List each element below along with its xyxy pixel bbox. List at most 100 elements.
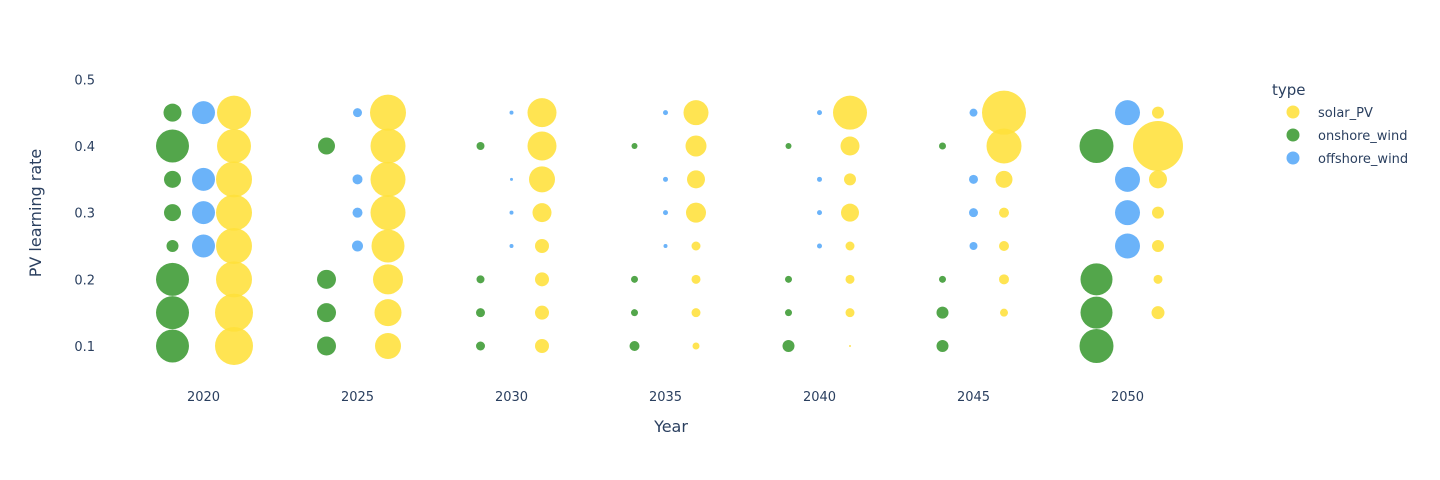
bubble-onshore-wind-2040-0.4[interactable] (785, 142, 792, 149)
bubble-solar-PV-2020-0.2[interactable] (216, 261, 252, 298)
bubble-solar-PV-2030-0.35[interactable] (529, 166, 555, 193)
bubble-onshore-wind-2030-0.15[interactable] (476, 308, 485, 318)
bubble-offshore-wind-2020-0.35[interactable] (192, 167, 215, 191)
bubble-onshore-wind-2020-0.35[interactable] (164, 170, 181, 188)
bubble-solar-PV-2045-0.45[interactable] (982, 90, 1026, 135)
bubble-offshore-wind-2030-0.3[interactable] (509, 210, 514, 215)
bubble-solar-PV-2035-0.35[interactable] (687, 170, 705, 189)
bubble-offshore-wind-2035-0.45[interactable] (663, 110, 668, 116)
bubble-solar-PV-2050-0.25[interactable] (1152, 239, 1164, 252)
bubble-solar-PV-2035-0.15[interactable] (691, 308, 701, 318)
bubble-solar-PV-2020-0.45[interactable] (217, 95, 251, 130)
legend-title[interactable]: type (1272, 81, 1306, 99)
bubble-solar-PV-2025-0.2[interactable] (373, 264, 403, 295)
bubble-offshore-wind-2050-0.45[interactable] (1115, 100, 1140, 126)
bubble-solar-PV-2030-0.45[interactable] (527, 98, 557, 128)
legend-item-solar-PV[interactable]: solar_PV (1286, 105, 1373, 122)
bubble-solar-PV-2025-0.4[interactable] (370, 128, 406, 164)
bubble-solar-PV-2025-0.3[interactable] (370, 195, 406, 231)
bubble-offshore-wind-2035-0.25[interactable] (663, 243, 668, 248)
bubble-onshore-wind-2035-0.2[interactable] (631, 275, 638, 283)
bubble-offshore-wind-2030-0.45[interactable] (509, 110, 514, 115)
bubble-solar-PV-2025-0.35[interactable] (370, 161, 406, 197)
bubble-offshore-wind-2020-0.45[interactable] (192, 101, 215, 125)
bubble-offshore-wind-2025-0.3[interactable] (352, 207, 363, 218)
bubble-solar-PV-2020-0.15[interactable] (215, 293, 253, 332)
bubble-solar-PV-2035-0.2[interactable] (691, 274, 701, 284)
bubble-onshore-wind-2050-0.2[interactable] (1080, 263, 1113, 296)
bubble-offshore-wind-2050-0.25[interactable] (1115, 233, 1140, 259)
bubble-solar-PV-2025-0.25[interactable] (371, 229, 405, 263)
bubble-solar-PV-2035-0.3[interactable] (686, 202, 706, 223)
bubble-solar-PV-2050-0.3[interactable] (1152, 206, 1164, 219)
bubble-solar-PV-2050-0.2[interactable] (1153, 274, 1163, 284)
bubble-onshore-wind-2025-0.15[interactable] (317, 303, 336, 323)
bubble-solar-PV-2045-0.3[interactable] (999, 207, 1009, 218)
bubble-onshore-wind-2035-0.1[interactable] (629, 341, 640, 351)
bubble-offshore-wind-2045-0.3[interactable] (969, 208, 978, 218)
bubble-onshore-wind-2040-0.15[interactable] (785, 309, 792, 317)
bubble-onshore-wind-2025-0.4[interactable] (318, 137, 335, 155)
bubble-onshore-wind-2045-0.1[interactable] (936, 340, 949, 352)
bubble-onshore-wind-2020-0.1[interactable] (156, 329, 189, 363)
bubble-solar-PV-2040-0.15[interactable] (845, 308, 855, 318)
bubble-solar-PV-2040-0.4[interactable] (840, 136, 860, 156)
bubble-solar-PV-2045-0.2[interactable] (999, 274, 1009, 285)
bubble-offshore-wind-2020-0.3[interactable] (192, 201, 215, 225)
bubble-solar-PV-2045-0.15[interactable] (1000, 308, 1008, 317)
bubble-solar-PV-2025-0.45[interactable] (370, 94, 406, 131)
bubble-onshore-wind-2030-0.1[interactable] (476, 341, 485, 351)
bubble-solar-PV-2040-0.2[interactable] (845, 274, 855, 284)
bubble-solar-PV-2040-0.45[interactable] (833, 95, 867, 130)
bubble-onshore-wind-2035-0.15[interactable] (631, 309, 638, 317)
bubble-offshore-wind-2035-0.3[interactable] (663, 210, 668, 216)
bubble-offshore-wind-2040-0.3[interactable] (817, 210, 822, 216)
bubble-solar-PV-2030-0.4[interactable] (527, 131, 557, 161)
bubble-onshore-wind-2045-0.2[interactable] (939, 275, 946, 283)
bubble-solar-PV-2050-0.4[interactable] (1133, 120, 1183, 171)
bubble-solar-PV-2030-0.2[interactable] (535, 272, 549, 287)
bubble-solar-PV-2020-0.4[interactable] (217, 128, 251, 163)
legend-item-onshore-wind[interactable]: onshore_wind (1286, 128, 1408, 145)
bubble-onshore-wind-2035-0.4[interactable] (631, 142, 638, 149)
bubble-onshore-wind-2020-0.3[interactable] (164, 204, 181, 222)
bubble-onshore-wind-2050-0.15[interactable] (1080, 296, 1113, 329)
bubble-solar-PV-2020-0.1[interactable] (215, 327, 253, 365)
bubble-onshore-wind-2050-0.4[interactable] (1079, 128, 1114, 163)
bubble-onshore-wind-2045-0.4[interactable] (939, 142, 946, 150)
bubble-offshore-wind-2045-0.35[interactable] (969, 174, 978, 184)
bubble-onshore-wind-2025-0.1[interactable] (317, 336, 336, 356)
bubble-offshore-wind-2020-0.25[interactable] (192, 234, 215, 258)
bubble-solar-PV-2025-0.15[interactable] (374, 299, 402, 327)
bubble-solar-PV-2050-0.45[interactable] (1152, 106, 1164, 119)
bubble-offshore-wind-2045-0.25[interactable] (969, 241, 978, 250)
bubble-offshore-wind-2025-0.45[interactable] (353, 108, 362, 118)
bubble-offshore-wind-2040-0.45[interactable] (817, 110, 822, 116)
bubble-offshore-wind-2030-0.35[interactable] (510, 177, 513, 181)
bubble-offshore-wind-2040-0.35[interactable] (817, 176, 822, 182)
bubble-solar-PV-2025-0.1[interactable] (375, 333, 401, 359)
bubble-solar-PV-2030-0.1[interactable] (535, 339, 549, 353)
bubble-solar-PV-2050-0.15[interactable] (1151, 306, 1165, 320)
bubble-onshore-wind-2030-0.4[interactable] (476, 141, 485, 150)
bubble-onshore-wind-2040-0.2[interactable] (785, 275, 792, 283)
legend-item-offshore-wind[interactable]: offshore_wind (1286, 151, 1409, 168)
bubble-solar-PV-2020-0.3[interactable] (216, 194, 252, 231)
bubble-onshore-wind-2020-0.2[interactable] (156, 262, 189, 296)
bubble-solar-PV-2040-0.25[interactable] (845, 241, 855, 251)
bubble-onshore-wind-2020-0.4[interactable] (156, 129, 189, 163)
bubble-solar-PV-2020-0.25[interactable] (216, 227, 252, 264)
bubble-solar-PV-2040-0.3[interactable] (841, 203, 859, 222)
bubble-solar-PV-2045-0.35[interactable] (995, 170, 1013, 188)
bubble-offshore-wind-2025-0.25[interactable] (352, 240, 363, 252)
bubble-solar-PV-2035-0.25[interactable] (691, 241, 701, 251)
bubble-onshore-wind-2020-0.45[interactable] (163, 103, 182, 122)
bubble-solar-PV-2045-0.4[interactable] (986, 128, 1022, 164)
bubble-offshore-wind-2035-0.35[interactable] (663, 176, 668, 182)
bubble-solar-PV-2050-0.35[interactable] (1149, 170, 1167, 189)
bubble-offshore-wind-2040-0.25[interactable] (817, 243, 822, 249)
bubble-offshore-wind-2045-0.45[interactable] (969, 108, 978, 117)
bubble-onshore-wind-2045-0.15[interactable] (936, 306, 949, 319)
bubble-offshore-wind-2025-0.35[interactable] (352, 174, 363, 185)
bubble-onshore-wind-2030-0.2[interactable] (476, 275, 485, 284)
